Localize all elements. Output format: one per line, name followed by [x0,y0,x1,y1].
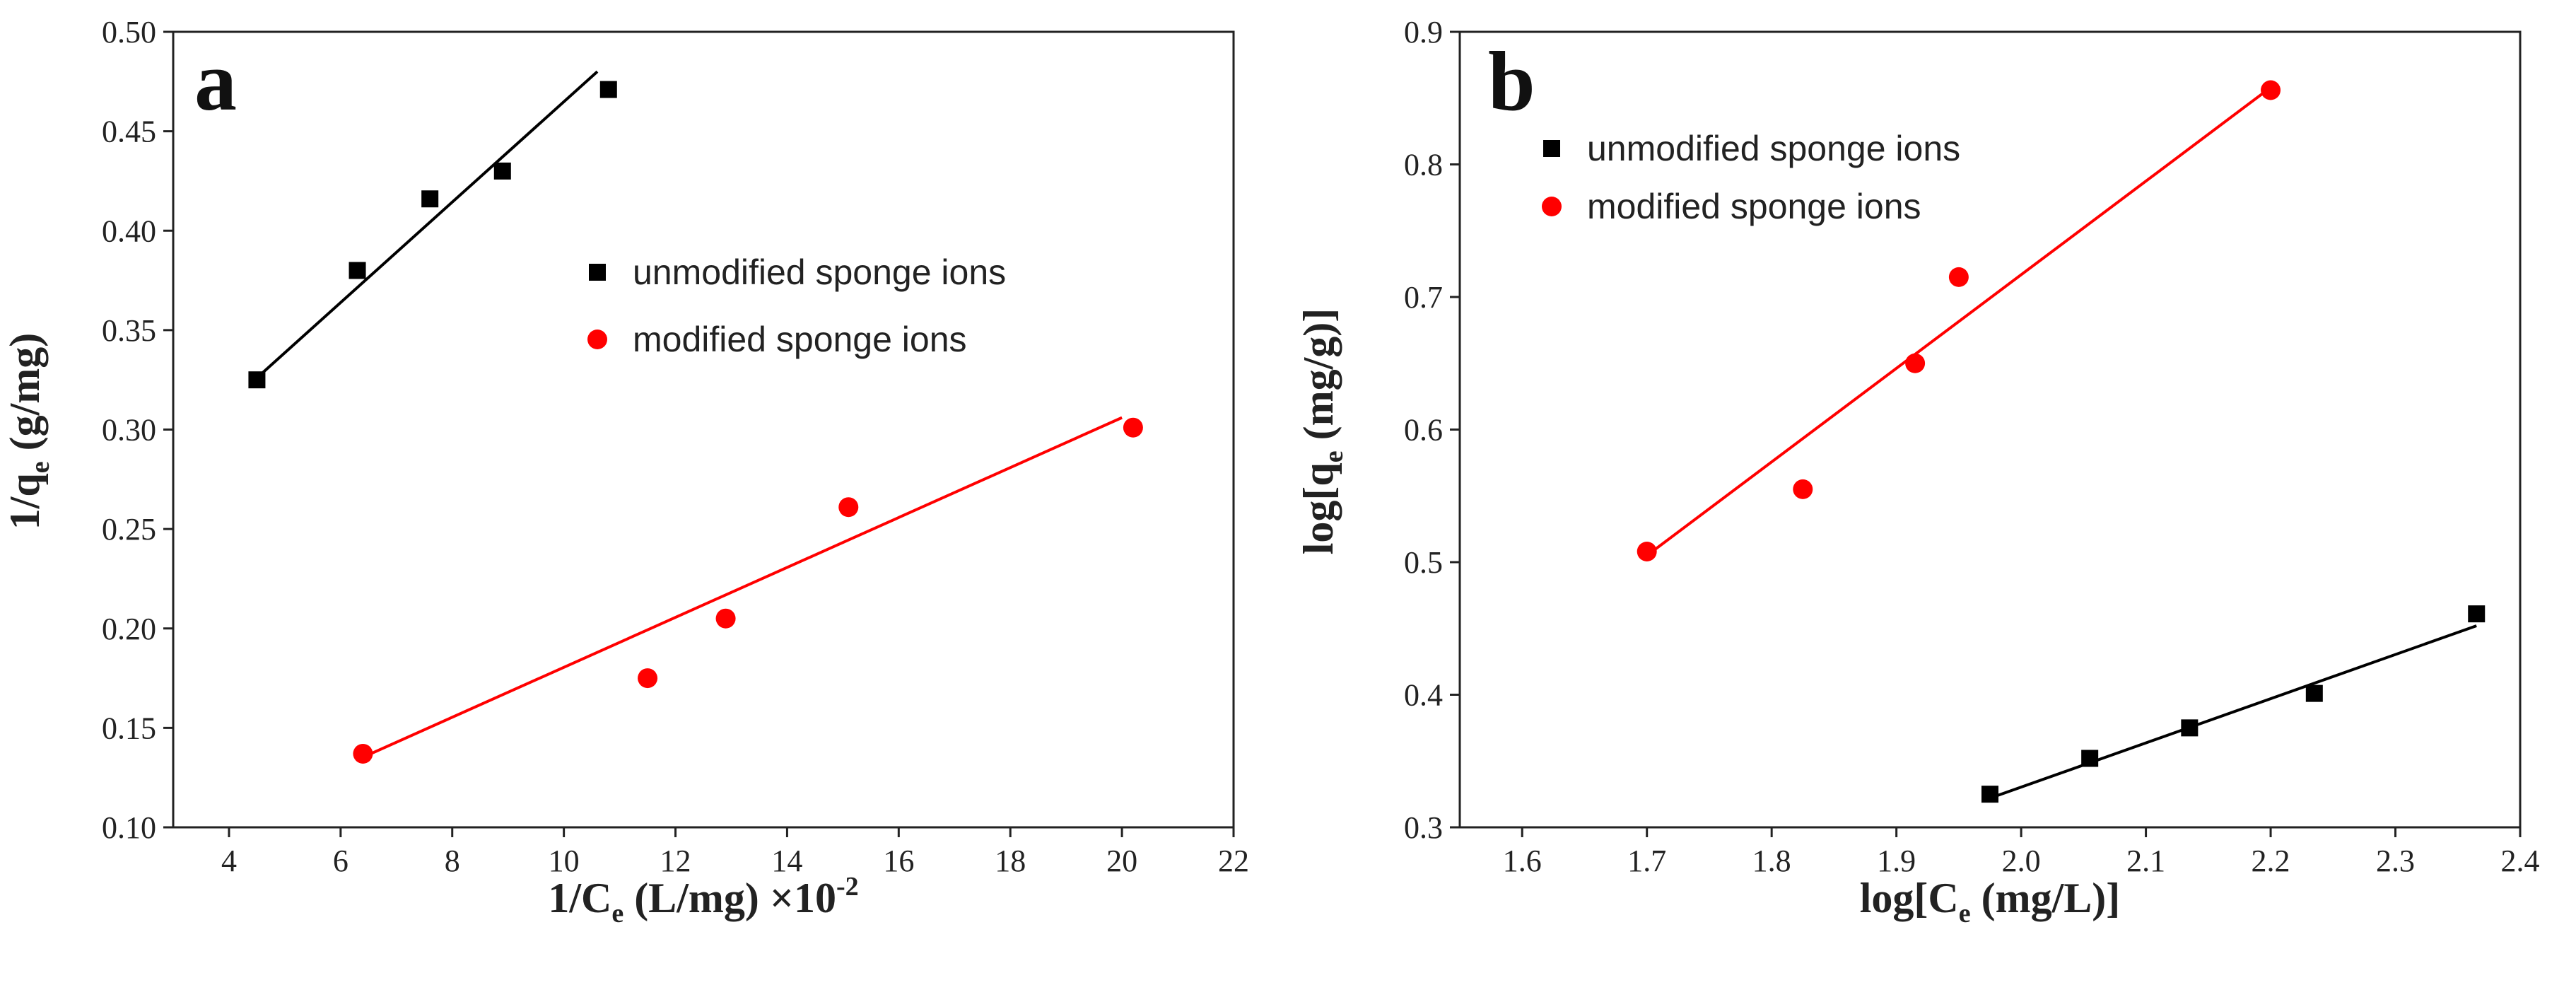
y-axis-title-main: 1/q [1,473,48,530]
x-axis-title-rest: (mg/L)] [1971,875,2121,921]
y-tick-label: 0.3 [1404,810,1443,845]
data-point-square [349,262,366,279]
chart-panel-a: 4 6 8 10 12 14 16 18 20 22 0.10 0.15 0.20 0.25 0.30 0.3… [1,15,1249,928]
x-tick-label: 22 [1218,844,1249,878]
x-axis-title-rest: (L/mg) ×10 [623,875,836,921]
y-axis-title-rest: (mg/g)] [1295,308,1342,451]
data-point-circle [715,608,736,629]
data-point-square [421,190,439,208]
x-tick-label: 12 [660,844,691,878]
x-tick-label: 14 [771,844,802,878]
data-point-square [2181,719,2199,737]
series-modified [1637,80,2281,561]
y-axis-title-subscript: e [25,461,55,473]
data-point-circle [1905,353,1926,373]
data-point-square [1981,786,1998,803]
series-modified [353,416,1143,764]
x-axis-title-main: log[C [1860,875,1959,921]
data-point-circle [638,668,658,689]
fit-line [1646,86,2272,557]
x-tick-label: 6 [333,844,349,878]
data-point-square [2305,684,2323,702]
legend-label: unmodified sponge ions [633,252,1006,292]
fit-line [356,416,1123,762]
x-tick-label: 1.9 [1877,844,1916,878]
data-point-circle [1793,479,1813,499]
y-tick-label: 0.8 [1404,148,1443,182]
y-tick-label: 0.9 [1404,15,1443,49]
data-point-circle [2261,80,2281,100]
legend-marker-circle [587,330,607,349]
data-point-square [493,162,511,180]
x-axis-title: log[Ce (mg/L)] [1860,875,2120,928]
panel-label: a [194,34,237,128]
x-axis-title-subscript: e [1959,899,1971,928]
legend-entry: modified sponge ions [1542,187,1921,226]
fit-line [1989,624,2477,800]
x-tick-label: 1.6 [1503,844,1542,878]
fit-line [256,70,599,379]
legend-entry: unmodified sponge ions [589,252,1006,292]
legend-label: modified sponge ions [1587,187,1921,226]
data-point-square [248,371,266,389]
plot-frame [172,30,1235,829]
x-tick-label: 8 [445,844,460,878]
legend-entry: modified sponge ions [587,320,967,359]
x-axis-title-main: 1/C [548,875,611,921]
legend-marker-circle [1542,197,1562,216]
x-tick-label: 10 [549,844,580,878]
y-tick-label: 0.35 [102,313,156,348]
chart-panel-b: 1.6 1.7 1.8 1.9 2.0 2.1 2.2 2.3 2.4 0.3 0.4 0.5 0.6 0… [1295,15,2540,928]
data-point-square [599,81,617,98]
x-tick-label: 2.0 [2002,844,2041,878]
x-tick-label: 1.8 [1752,844,1791,878]
y-tick-label: 0.25 [102,512,156,547]
legend-entry: unmodified sponge ions [1543,129,1960,168]
y-tick-label: 0.10 [102,810,156,845]
x-tick-label: 2.1 [2126,844,2165,878]
data-point-square [2081,750,2099,767]
x-tick-label: 4 [221,844,237,878]
x-tick-label: 2.4 [2501,844,2540,878]
y-tick-label: 0.40 [102,214,156,248]
y-tick-label: 0.30 [102,413,156,448]
panel-label: b [1488,34,1535,128]
series-unmodified [248,70,617,389]
x-axis-title-subscript: e [611,899,623,928]
y-tick-label: 0.6 [1404,413,1443,448]
y-tick-label: 0.15 [102,711,156,745]
y-axis-title-main: log[q [1295,462,1342,554]
data-point-circle [1123,417,1143,438]
y-axis-title: 1/qe (g/mg) [1,333,55,530]
x-tick-label: 16 [883,844,914,878]
y-tick-label: 0.5 [1404,545,1443,580]
data-point-circle [353,743,373,764]
x-axis-title-superscript: -2 [836,872,859,902]
y-tick-label: 0.50 [102,15,156,49]
y-axis-title: log[qe (mg/g)] [1295,308,1349,555]
x-tick-label: 2.2 [2252,844,2290,878]
x-tick-label: 20 [1106,844,1137,878]
data-point-circle [1948,267,1969,287]
series-unmodified [1981,605,2486,803]
y-axis-title-rest: (g/mg) [1,333,48,462]
legend-label: modified sponge ions [633,320,967,359]
x-tick-label: 18 [995,844,1026,878]
data-point-square [2468,605,2486,623]
x-tick-label: 2.3 [2376,844,2415,878]
x-tick-label: 1.7 [1627,844,1666,878]
data-point-circle [838,497,859,518]
y-tick-label: 0.45 [102,115,156,149]
y-axis-title-subscript: e [1319,450,1349,462]
legend-marker-square [589,264,606,281]
x-axis-title: 1/Ce (L/mg) ×10-2 [548,872,858,928]
y-tick-label: 0.4 [1404,678,1443,713]
data-point-circle [1637,542,1657,561]
legend-marker-square [1543,140,1560,157]
y-tick-label: 0.7 [1404,280,1443,315]
y-tick-label: 0.20 [102,612,156,646]
legend-label: unmodified sponge ions [1587,129,1960,168]
